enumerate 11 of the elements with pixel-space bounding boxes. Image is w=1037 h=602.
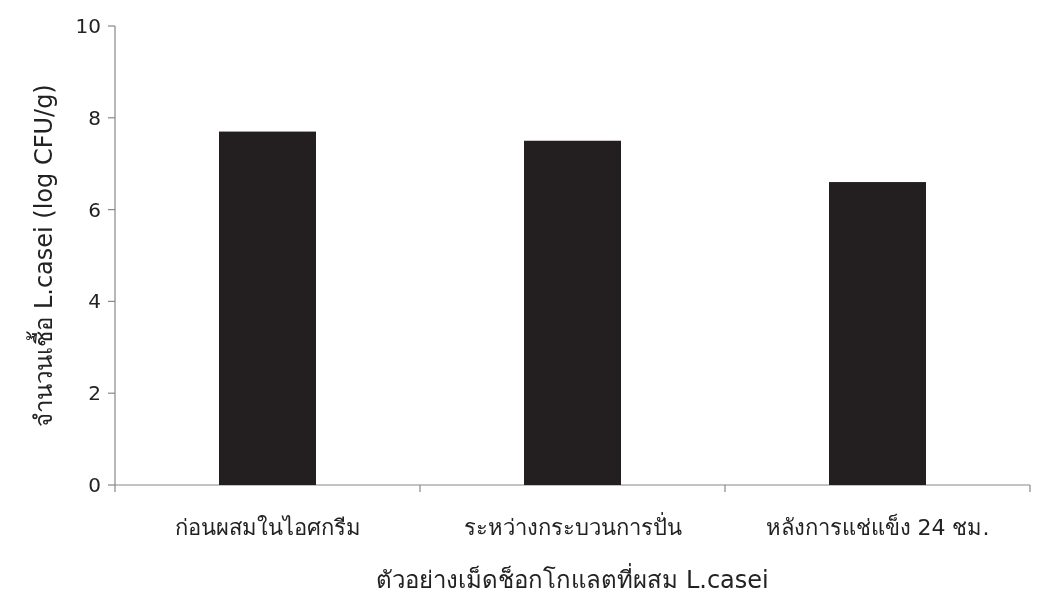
y-tick-label: 10 xyxy=(75,14,101,38)
x-tick-label: หลังการแช่แข็ง 24 ชม. xyxy=(765,513,990,540)
y-tick-label: 0 xyxy=(88,473,101,497)
x-tick-label: ระหว่างกระบวนการปั่น xyxy=(463,512,682,540)
y-axis-title: จำนวนเชื้อ L.casei (log CFU/g) xyxy=(26,84,58,427)
y-tick-label: 6 xyxy=(88,197,101,222)
y-tick-label: 8 xyxy=(88,105,101,130)
x-tick-label: ก่อนผสมในไอศกรีม xyxy=(174,515,361,540)
x-axis-title: ตัวอย่างเม็ดช็อกโกแลตที่ผสม L.casei xyxy=(376,563,769,594)
y-tick-label: 4 xyxy=(88,289,101,314)
y-tick-label: 2 xyxy=(88,381,101,406)
